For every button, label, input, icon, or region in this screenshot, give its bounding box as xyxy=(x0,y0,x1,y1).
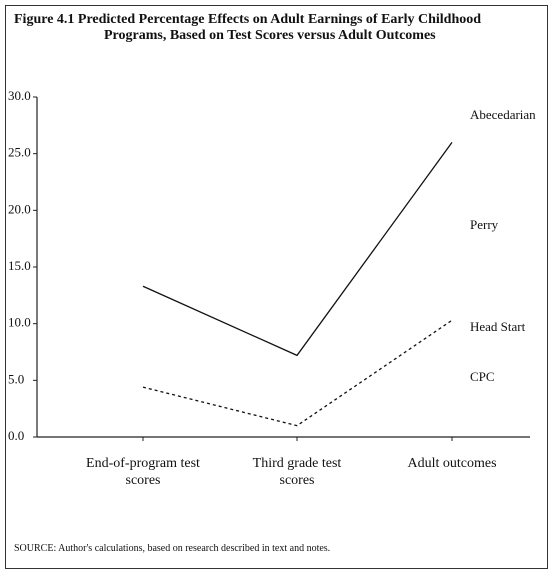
annotation: Perry xyxy=(470,217,499,232)
y-tick-label: 10.0 xyxy=(8,315,31,330)
y-tick-label: 15.0 xyxy=(8,258,31,273)
series-line xyxy=(142,319,453,427)
annotation: CPC xyxy=(470,369,495,384)
y-tick-label: 5.0 xyxy=(8,371,24,386)
series-line xyxy=(142,141,453,357)
y-tick-label: 30.0 xyxy=(8,88,31,103)
x-tick-label: Third grade test scores xyxy=(252,456,342,488)
x-tick-label: End-of-program test scores xyxy=(86,456,200,488)
annotation: Head Start xyxy=(470,319,526,334)
y-tick-label: 25.0 xyxy=(8,145,31,160)
figure-frame xyxy=(5,5,548,569)
x-tick-label: Adult outcomes xyxy=(407,456,497,471)
y-tick-label: 0.0 xyxy=(8,428,24,443)
chart-title: Figure 4.1 Predicted Percentage Effects … xyxy=(14,12,482,43)
source-note: SOURCE: Author's calculations, based on … xyxy=(14,543,331,554)
annotation: Abecedarian xyxy=(470,107,536,122)
y-tick-label: 20.0 xyxy=(8,201,31,216)
